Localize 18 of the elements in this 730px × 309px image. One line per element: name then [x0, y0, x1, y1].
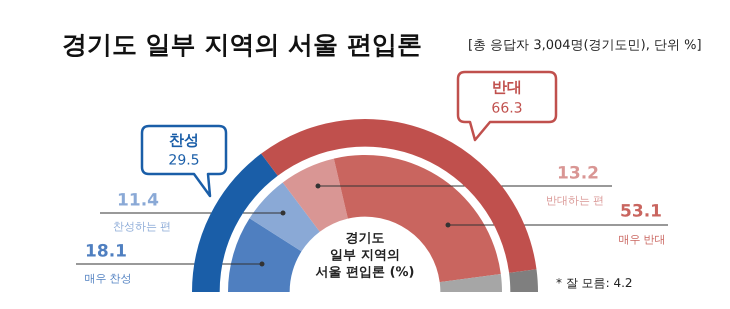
data-label: 11.4: [117, 190, 160, 210]
chart-title: 경기도 일부 지역의 서울 편입론: [62, 29, 422, 61]
data-label: 53.1: [620, 201, 662, 222]
text: 서울 편입론 (%): [316, 265, 414, 280]
slice-label: 반대: [492, 78, 522, 96]
slice-label: 매우 찬성: [84, 272, 132, 285]
data-label: 29.5: [168, 152, 200, 169]
slice-label: 반대하는 편: [546, 194, 604, 207]
text: 경기도: [346, 231, 384, 246]
slice-label: 찬성: [169, 130, 199, 149]
data-label: 18.1: [85, 241, 127, 262]
text: [총 응답자 3,004명(경기도민), 단위 %]: [468, 37, 702, 54]
text: 일부 지역의: [330, 248, 400, 263]
slice-label: 찬성하는 편: [112, 220, 172, 233]
slice-label: 매우 반대: [618, 232, 666, 246]
data-label: 66.3: [491, 100, 523, 117]
text: * 잘 모름: 4.2: [556, 275, 633, 292]
data-label: 13.2: [557, 163, 599, 184]
